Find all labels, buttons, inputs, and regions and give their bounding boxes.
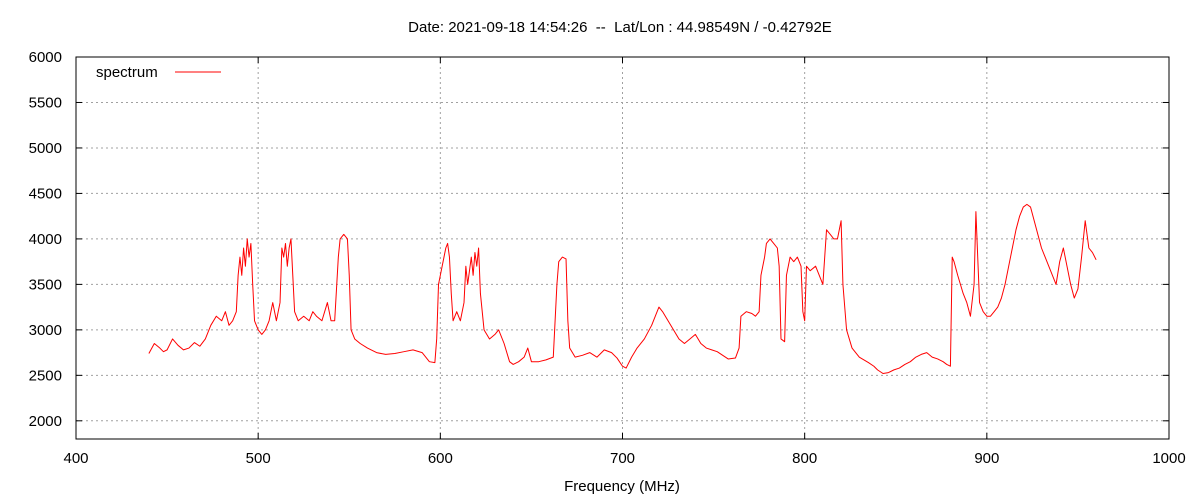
x-tick-label: 700	[610, 450, 635, 467]
axis-ticks: 400 500 600 700 800 900 1000 2000 2500 3000 3500 40…	[29, 49, 1186, 467]
x-axis-label: Frequency (MHz)	[564, 478, 680, 495]
y-tick-label: 3500	[29, 276, 62, 293]
x-tick-label: 900	[974, 450, 999, 467]
y-tick-label: 4500	[29, 185, 62, 202]
plot-area	[148, 203, 1097, 375]
grid-lines	[76, 57, 1169, 439]
chart-title: Date: 2021-09-18 14:54:26 -- Lat/Lon : 4…	[408, 19, 832, 36]
legend-label-spectrum: spectrum	[96, 64, 158, 81]
legend: spectrum	[96, 64, 221, 81]
plot-frame	[75, 56, 1170, 440]
y-tick-label: 2500	[29, 367, 62, 384]
x-tick-label: 400	[63, 450, 88, 467]
y-tick-label: 2000	[29, 413, 62, 430]
x-tick-label: 1000	[1152, 450, 1185, 467]
y-tick-label: 5000	[29, 140, 62, 157]
y-tick-label: 5500	[29, 94, 62, 111]
y-tick-label: 6000	[29, 49, 62, 66]
y-tick-label: 4000	[29, 231, 62, 248]
y-tick-label: 3000	[29, 322, 62, 339]
series-line-spectrum	[148, 203, 1097, 375]
x-tick-label: 500	[246, 450, 271, 467]
x-tick-label: 600	[428, 450, 453, 467]
x-tick-label: 800	[792, 450, 817, 467]
